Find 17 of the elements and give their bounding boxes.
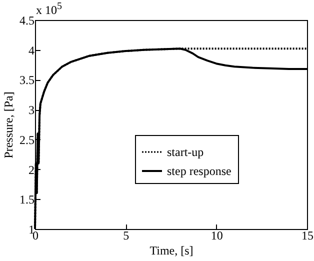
y-tick-label: 4.5 xyxy=(20,14,34,28)
legend-label: step response xyxy=(167,164,232,178)
y-tick-label: 1 xyxy=(28,222,34,236)
y-tick-label: 1.5 xyxy=(20,192,34,207)
x-tick-label: 5 xyxy=(123,228,130,242)
y-tick-label: 2 xyxy=(28,162,34,177)
x-tick-label: 15 xyxy=(302,228,314,242)
legend-label: start-up xyxy=(167,145,204,159)
y-tick-label: 4 xyxy=(28,43,34,58)
x-tick-label: 0 xyxy=(32,228,38,242)
y-tick-label: 2.5 xyxy=(20,132,34,147)
x-axis-title: Time, [s] xyxy=(150,244,194,258)
y-tick-label: 3.5 xyxy=(20,73,34,88)
y-tick-label: 3 xyxy=(28,103,34,118)
y-axis-title: Pressure, [Pa] xyxy=(2,92,16,158)
text: x 10$^{5}$ xyxy=(36,1,62,18)
x-tick-label: 10 xyxy=(210,228,223,242)
